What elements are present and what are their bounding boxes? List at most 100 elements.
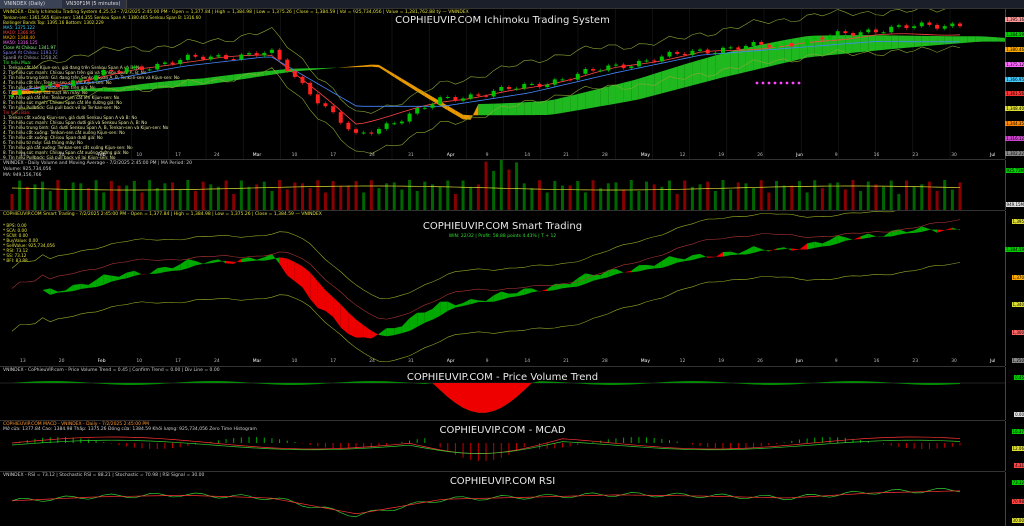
- pvt-axis: 0.45 0.00: [1005, 367, 1024, 420]
- tab-vnindex[interactable]: VNINDEX (Daily): [0, 0, 63, 8]
- smart-band-segment: [562, 283, 571, 289]
- volume-ma-value: MA: 949,156,766: [3, 173, 42, 178]
- candle-body: [797, 45, 802, 47]
- volume-bar: [155, 188, 159, 210]
- candle-body: [277, 49, 282, 60]
- volume-bar: [171, 182, 175, 210]
- volume-bar: [943, 180, 947, 210]
- volume-bar: [415, 191, 419, 210]
- smart-trading-pane[interactable]: COPHIEUVIP.COM Smart Trading - 7/2/2025 …: [0, 211, 1005, 367]
- axis-tick-label: 1,366.95: [1005, 76, 1024, 82]
- cloud-segment: [967, 36, 976, 43]
- smart-band-segment: [937, 229, 945, 233]
- cloud-segment: [119, 86, 127, 92]
- cloud-segment: [493, 103, 502, 116]
- volume-bar: [239, 180, 243, 210]
- cloud-segment: [723, 51, 731, 78]
- ichimoku-x-axis: 13 20 Feb 10 17 24 Mar 10 17 24 31 Apr 9 14 21 28 May 12 1…: [0, 153, 1005, 160]
- volume-bar: [553, 180, 557, 210]
- candle-body: [178, 59, 183, 64]
- volume-bar: [530, 188, 534, 210]
- macd-signal-line: [11, 439, 961, 454]
- x-axis-label: Jul: [990, 153, 996, 158]
- x-axis-label: Jun: [796, 359, 804, 364]
- volume-bar: [224, 180, 228, 210]
- smart-band-segment: [615, 268, 624, 275]
- volume-bar: [232, 193, 236, 210]
- projection-dot: [755, 81, 759, 85]
- volume-bar: [813, 180, 817, 210]
- volume-bar: [744, 183, 748, 210]
- rsi-pane[interactable]: VNINDEX - RSI = 73.12 | Stochastic RSI =…: [0, 472, 1005, 526]
- legend-line: 7. Tín hiệu giá cắt lên: Tenkan-sen cắt …: [3, 95, 120, 100]
- cloud-segment: [226, 74, 234, 82]
- legend-line: SpanA At Chikou: 1193.73: [3, 50, 58, 55]
- smart-band-segment: [593, 274, 601, 281]
- cloud-segment: [501, 103, 509, 116]
- smart-band-segment: [906, 230, 915, 234]
- cloud-segment: [860, 35, 869, 53]
- macd-sub: Mở cửa: 1377.84 Cao: 1384.98 Thấp: 1375.…: [3, 427, 257, 432]
- x-axis-label: 17: [175, 153, 181, 158]
- axis-tick-label: 1,340: [1011, 302, 1024, 308]
- legend-line: 1. Tenkan cắt lên Kijun-sen, giá đang tr…: [3, 65, 142, 70]
- volume-bar: [950, 189, 954, 210]
- smart-band-segment: [249, 257, 257, 262]
- tab-vn30f1m[interactable]: VN30F1M (5 minutes): [62, 0, 127, 8]
- smart-band-segment: [256, 257, 265, 261]
- candle-body: [384, 123, 389, 129]
- pvt-title: COPHIEUVIP.COM - Price Volume Trend: [406, 372, 599, 383]
- ichimoku-pane[interactable]: VNINDEX - Daily Ichimoku Trading System …: [0, 9, 1005, 160]
- smart-band-segment: [929, 228, 938, 233]
- candle-body: [315, 94, 320, 104]
- smart-band-segment: [547, 283, 555, 292]
- cloud-segment: [516, 102, 525, 116]
- cloud-segment: [631, 78, 639, 101]
- volume-bar: [843, 189, 847, 210]
- volume-bar: [285, 189, 289, 210]
- volume-bar: [759, 180, 763, 210]
- x-axis-label: Feb: [97, 153, 106, 158]
- x-axis-label: 24: [214, 359, 220, 364]
- volume-bar: [262, 181, 266, 210]
- projection-dot: [761, 81, 765, 85]
- volume-bar: [216, 186, 220, 210]
- smart-band-segment: [654, 260, 662, 269]
- legend-line: 6. Tín hiệu từ mây: Giá thủng mây: No: [3, 140, 83, 145]
- candle-body: [369, 132, 374, 134]
- volume-bar: [438, 186, 442, 210]
- candle-body: [514, 88, 519, 90]
- volume-bar: [805, 192, 809, 210]
- cloud-segment: [845, 35, 853, 54]
- smart-band-segment: [417, 312, 425, 327]
- volume-bar: [797, 181, 801, 210]
- smart-band-segment: [776, 247, 785, 251]
- cloud-segment: [508, 102, 517, 116]
- x-axis-label: 9: [485, 153, 489, 158]
- candle-body: [545, 84, 550, 88]
- volume-bar: [958, 182, 962, 210]
- cloud-segment: [937, 36, 945, 46]
- x-axis-label: 10: [291, 359, 298, 364]
- volume-bar: [79, 183, 83, 210]
- smart-band-segment: [554, 283, 563, 291]
- candle-body: [958, 23, 962, 27]
- smart-band-segment: [401, 318, 410, 334]
- pvt-pane[interactable]: VNINDEX - CoPhieuVIP.com - Price Volume …: [0, 367, 1005, 421]
- candle-body: [912, 26, 917, 29]
- macd-pane[interactable]: COPHIEUVIP.COM MACD - VNINDEX - Daily - …: [0, 421, 1005, 472]
- cloud-segment: [57, 90, 66, 92]
- volume-pane[interactable]: VNINDEX - Daily Volume and Moving Averag…: [0, 160, 1005, 211]
- ichimoku-header: VNINDEX - Daily Ichimoku Trading System …: [3, 10, 469, 15]
- legend-line: 2. Tín hiệu cực mạnh: Chikou Span trên g…: [3, 70, 147, 75]
- volume-bar: [499, 160, 503, 210]
- candle-body: [713, 52, 718, 54]
- volume-bar: [713, 190, 717, 210]
- legend-line: * SS: 73.12: [3, 253, 27, 258]
- projection-dot: [797, 81, 801, 85]
- candle-body: [40, 85, 45, 91]
- axis-tick-label: 949.15M: [1005, 202, 1024, 207]
- volume-bar: [354, 181, 358, 210]
- volume-bar: [721, 180, 725, 210]
- volume-bar: [859, 191, 863, 210]
